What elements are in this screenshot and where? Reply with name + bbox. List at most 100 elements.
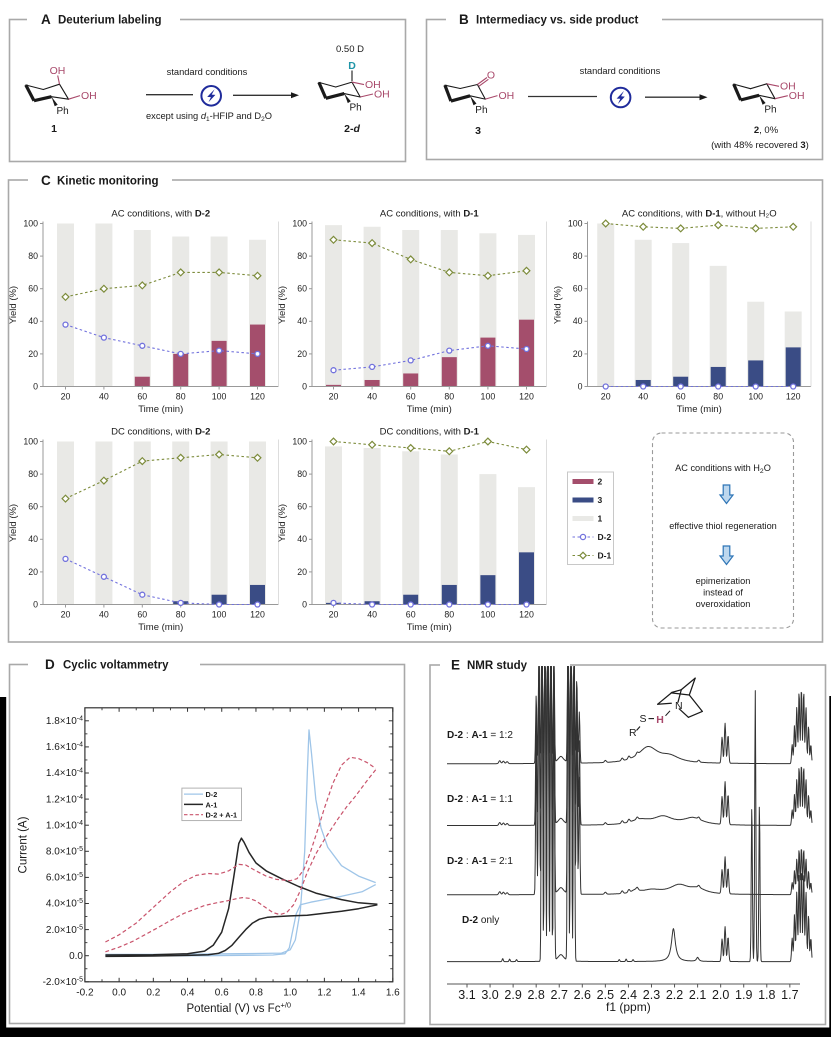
svg-text:OH: OH [374,88,390,100]
svg-text:80: 80 [444,610,454,620]
svg-text:2-d: 2-d [344,123,360,135]
svg-text:2.2: 2.2 [666,988,683,1002]
svg-text:60: 60 [573,284,583,294]
svg-text:Potential (V) vs Fc+/0: Potential (V) vs Fc+/0 [187,1001,292,1016]
svg-text:20: 20 [28,349,38,359]
svg-text:120: 120 [250,610,265,620]
svg-text:0.0: 0.0 [112,987,126,998]
svg-text:A: A [41,12,51,27]
svg-text:Yield (%): Yield (%) [8,286,19,324]
svg-text:60: 60 [406,392,416,402]
svg-text:80: 80 [444,392,454,402]
svg-text:1.0×10-4: 1.0×10-4 [46,820,83,832]
svg-text:Cyclic voltammetry: Cyclic voltammetry [63,660,169,672]
svg-text:100: 100 [292,218,307,228]
svg-text:DC conditions, with D-2: DC conditions, with D-2 [111,427,210,438]
svg-text:80: 80 [297,251,307,261]
svg-text:1.9: 1.9 [735,988,752,1002]
svg-text:Yield (%): Yield (%) [277,286,288,324]
svg-text:Yield (%): Yield (%) [553,286,564,324]
svg-text:60: 60 [297,502,307,512]
svg-text:OH: OH [81,90,97,102]
svg-text:20: 20 [601,392,611,402]
svg-text:D-1: D-1 [598,551,612,561]
svg-text:OH: OH [789,90,805,102]
svg-text:Current (A): Current (A) [18,816,30,873]
svg-text:80: 80 [28,469,38,479]
svg-text:except using d1-HFIP and D2O: except using d1-HFIP and D2O [146,111,272,123]
svg-text:40: 40 [367,610,377,620]
svg-text:1.4×10-4: 1.4×10-4 [46,768,83,780]
svg-text:OH: OH [50,65,66,77]
svg-text:Kinetic monitoring: Kinetic monitoring [57,176,159,188]
svg-text:Time (min): Time (min) [138,622,183,633]
svg-text:1: 1 [598,514,603,524]
svg-text:60: 60 [297,284,307,294]
svg-text:40: 40 [297,316,307,326]
svg-text:80: 80 [573,251,583,261]
svg-text:0: 0 [33,599,38,609]
svg-text:100: 100 [23,436,38,446]
svg-text:2: 2 [598,477,603,487]
svg-text:40: 40 [99,392,109,402]
svg-text:1.6: 1.6 [386,987,400,998]
svg-text:NMR study: NMR study [467,660,528,672]
svg-text:AC conditions, with D-2: AC conditions, with D-2 [111,209,210,220]
svg-text:1.6×10-4: 1.6×10-4 [46,742,83,754]
svg-text:B: B [459,12,469,27]
svg-text:0.6: 0.6 [215,987,229,998]
svg-text:2.4: 2.4 [620,988,637,1002]
svg-text:20: 20 [28,567,38,577]
svg-text:0: 0 [33,381,38,391]
svg-text:120: 120 [519,392,534,402]
svg-text:100: 100 [292,436,307,446]
svg-text:f1 (ppm): f1 (ppm) [606,1000,651,1014]
svg-text:2, 0%: 2, 0% [754,125,779,136]
svg-text:standard conditions: standard conditions [580,66,661,76]
svg-text:-0.2: -0.2 [76,987,94,998]
svg-text:AC conditions, with D-1, witho: AC conditions, with D-1, without H₂O [622,209,777,220]
svg-text:1.2: 1.2 [317,987,331,998]
svg-text:2.0: 2.0 [712,988,729,1002]
svg-text:1.0: 1.0 [283,987,297,998]
svg-text:D-2: D-2 [598,532,612,542]
svg-text:D-2 only: D-2 only [462,915,499,926]
svg-text:2.1: 2.1 [689,988,706,1002]
svg-text:20: 20 [61,392,71,402]
svg-text:60: 60 [406,610,416,620]
svg-text:40: 40 [28,534,38,544]
svg-text:(with 48% recovered 3): (with 48% recovered 3) [711,140,809,151]
svg-text:1.2×10-4: 1.2×10-4 [46,794,83,806]
svg-text:20: 20 [329,392,339,402]
svg-text:120: 120 [519,610,534,620]
svg-text:AC conditions with H2O: AC conditions with H2O [675,463,771,475]
svg-text:Intermediacy vs. side product: Intermediacy vs. side product [476,15,639,27]
svg-text:60: 60 [28,284,38,294]
svg-text:2.9: 2.9 [504,988,521,1002]
svg-text:Ph: Ph [764,104,776,115]
svg-text:100: 100 [212,392,227,402]
svg-text:N: N [675,700,683,712]
svg-text:80: 80 [297,469,307,479]
svg-text:Yield (%): Yield (%) [8,504,19,542]
svg-text:Ph: Ph [57,106,69,117]
svg-text:D-2 : A-1 = 1:1: D-2 : A-1 = 1:1 [447,794,513,805]
svg-text:3.1: 3.1 [458,988,475,1002]
svg-text:Time (min): Time (min) [407,622,452,633]
svg-text:DC conditions, with D-1: DC conditions, with D-1 [380,427,480,438]
svg-text:0: 0 [302,381,307,391]
svg-text:40: 40 [638,392,648,402]
svg-text:D-2 : A-1 = 1:2: D-2 : A-1 = 1:2 [447,730,513,741]
svg-text:Yield (%): Yield (%) [277,504,288,542]
svg-text:100: 100 [23,218,38,228]
svg-text:40: 40 [28,316,38,326]
svg-text:60: 60 [137,610,147,620]
svg-text:D: D [348,60,356,72]
svg-text:standard conditions: standard conditions [167,67,248,77]
svg-text:40: 40 [297,534,307,544]
svg-text:D-2 : A-1 = 2:1: D-2 : A-1 = 2:1 [447,856,513,867]
svg-text:80: 80 [176,392,186,402]
svg-text:100: 100 [748,392,763,402]
svg-text:0.50 D: 0.50 D [336,44,364,55]
svg-text:D-2: D-2 [206,790,218,799]
